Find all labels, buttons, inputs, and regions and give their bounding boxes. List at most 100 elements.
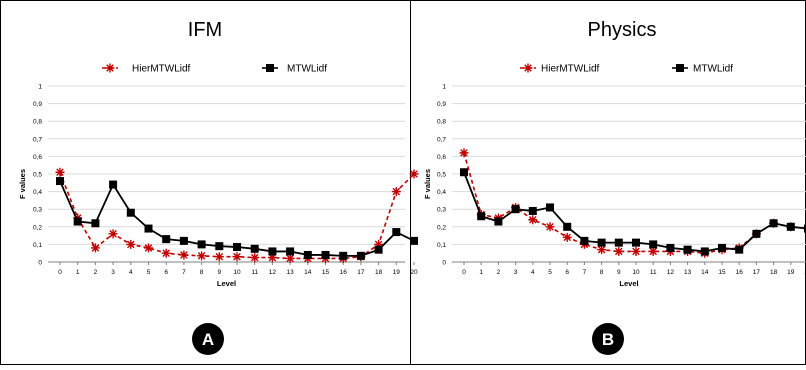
x-tick-label: 19 [787, 269, 795, 276]
y-tick-label: 0,9 [33, 101, 42, 108]
x-tick-label: 5 [548, 269, 552, 276]
data-point [233, 252, 242, 261]
y-tick-label: 0,7 [437, 136, 446, 143]
data-point [180, 237, 188, 245]
panel-b-badge: B [592, 323, 624, 355]
y-tick-label: 0,5 [437, 172, 446, 179]
data-point [198, 240, 206, 248]
x-tick-label: 10 [632, 269, 640, 276]
data-point [410, 237, 418, 245]
data-point-stroke [546, 222, 555, 231]
data-point-stroke [460, 148, 469, 157]
data-point [529, 207, 537, 215]
x-tick-label: 8 [200, 269, 204, 276]
data-point [770, 219, 778, 227]
data-point-stroke [528, 215, 537, 224]
x-tick-label: 7 [583, 269, 587, 276]
badge-letter: A [202, 330, 214, 349]
x-tick-label: 18 [375, 269, 383, 276]
y-tick-label: 0 [38, 260, 42, 267]
y-tick-label: 0,6 [437, 154, 446, 161]
x-tick-label: 3 [514, 269, 518, 276]
x-tick-label: 10 [233, 269, 241, 276]
legend-marker [106, 64, 115, 73]
legend-label: HierMTWLidf [541, 64, 600, 75]
data-point [215, 242, 223, 250]
x-tick-label: 13 [684, 269, 692, 276]
data-point [598, 239, 606, 247]
data-point-stroke [109, 229, 118, 238]
y-tick-label: 0,3 [33, 207, 42, 214]
data-point [375, 246, 383, 254]
x-tick-label: 14 [701, 269, 709, 276]
data-point-stroke [410, 170, 419, 179]
x-tick-label: 1 [76, 269, 80, 276]
data-point [477, 212, 485, 220]
data-point-stroke [91, 243, 100, 252]
legend-label: MTWLidf [693, 64, 733, 75]
data-point [162, 249, 171, 258]
data-point [649, 240, 657, 248]
data-point [735, 246, 743, 254]
x-tick-label: 0 [58, 269, 62, 276]
data-point [339, 252, 347, 260]
legend-marker [524, 64, 533, 73]
x-tick-label: 11 [251, 269, 258, 276]
data-point [460, 168, 468, 176]
x-tick-label: 19 [393, 269, 401, 276]
data-point [91, 219, 99, 227]
y-tick-label: 0,8 [33, 119, 42, 126]
data-point [74, 218, 82, 226]
data-point-stroke [56, 168, 65, 177]
data-point [109, 181, 117, 189]
data-point [215, 252, 224, 261]
data-point [392, 187, 401, 196]
data-point-stroke [563, 233, 572, 242]
x-tick-label: 9 [217, 269, 221, 276]
y-tick-label: 0,5 [33, 172, 42, 179]
x-tick-label: 5 [147, 269, 151, 276]
data-point [109, 229, 118, 238]
x-tick-label: 16 [736, 269, 744, 276]
x-tick-label: 20 [410, 269, 418, 276]
data-point [718, 244, 726, 252]
data-point-stroke [179, 250, 188, 259]
data-point [752, 230, 760, 238]
data-point-stroke [233, 252, 242, 261]
x-tick-label: 16 [340, 269, 348, 276]
data-point [145, 225, 153, 233]
data-point [357, 252, 365, 260]
x-axis-label: Level [619, 279, 638, 288]
data-point [126, 240, 135, 249]
y-axis-label: F values [423, 169, 432, 199]
y-tick-label: 1 [442, 84, 446, 91]
x-tick-label: 2 [94, 269, 98, 276]
y-tick-label: 0,8 [437, 119, 446, 126]
data-point [144, 243, 153, 252]
data-point-stroke [614, 247, 623, 256]
data-point-stroke [162, 249, 171, 258]
legend-label: HierMTWLidf [132, 64, 191, 75]
data-point [91, 243, 100, 252]
legend-label: MTWLidf [287, 64, 327, 75]
x-tick-label: 18 [770, 269, 778, 276]
x-tick-label: 2 [497, 269, 501, 276]
x-tick-label: 9 [617, 269, 621, 276]
data-point [563, 233, 572, 242]
data-point [286, 247, 294, 255]
data-point [546, 203, 554, 211]
badge-letter: B [602, 330, 614, 349]
data-point [546, 222, 555, 231]
legend-marker-stroke [524, 64, 533, 73]
y-tick-label: 0,1 [437, 242, 446, 249]
x-tick-label: 3 [111, 269, 115, 276]
data-point [197, 251, 206, 260]
data-point [56, 177, 64, 185]
x-tick-label: 12 [667, 269, 675, 276]
data-point [304, 251, 312, 259]
data-point [632, 239, 640, 247]
x-tick-label: 12 [269, 269, 277, 276]
y-tick-label: 0,9 [437, 101, 446, 108]
